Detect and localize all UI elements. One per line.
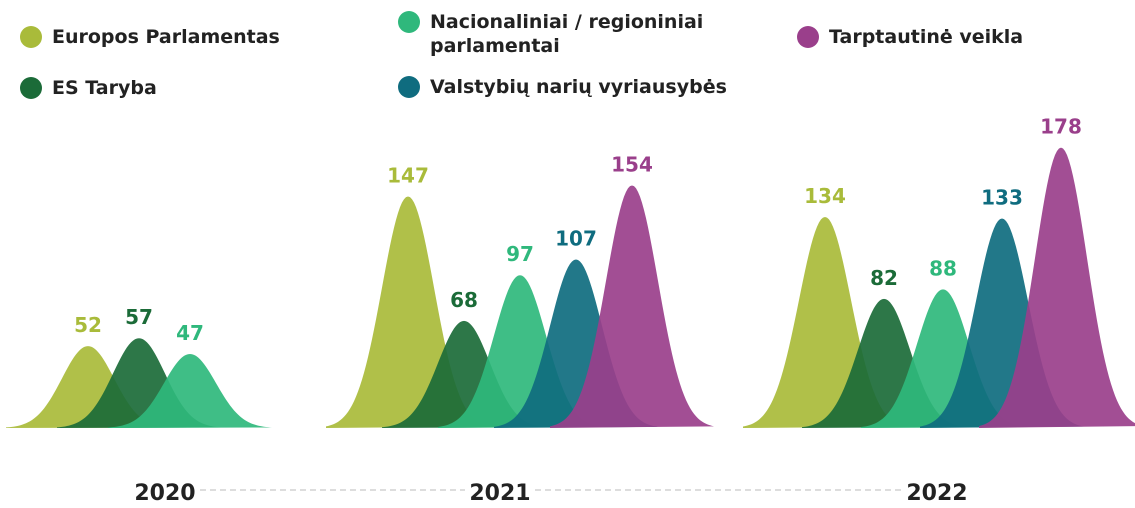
bell xyxy=(550,185,714,428)
legend-marker xyxy=(398,11,420,33)
legend-label: Europos Parlamentas xyxy=(52,26,280,48)
x-tick-label: 2022 xyxy=(906,481,967,506)
data-label: 47 xyxy=(176,321,204,345)
data-label: 88 xyxy=(929,256,957,280)
data-label: 134 xyxy=(804,184,846,208)
data-label: 154 xyxy=(611,152,653,176)
data-label: 52 xyxy=(74,313,102,337)
data-label: 82 xyxy=(870,266,898,290)
legend-item: Valstybių narių vyriausybės xyxy=(398,75,738,99)
legend-marker xyxy=(20,77,42,99)
legend-item: Tarptautinė veikla xyxy=(797,25,1097,49)
legend-label: Valstybių narių vyriausybės xyxy=(430,76,727,98)
legend-item: ES Taryba xyxy=(20,76,320,100)
data-label: 68 xyxy=(450,288,478,312)
legend-label: ES Taryba xyxy=(52,77,157,99)
data-label: 97 xyxy=(506,242,534,266)
legend-marker xyxy=(20,26,42,48)
bell xyxy=(108,353,272,428)
data-label: 107 xyxy=(555,226,597,250)
legend-item: Europos Parlamentas xyxy=(20,25,320,49)
legend-item: Nacionaliniai / regioniniai parlamentai xyxy=(398,10,728,58)
data-label: 147 xyxy=(387,163,429,187)
x-tick-label: 2020 xyxy=(134,481,195,506)
data-label: 57 xyxy=(125,305,153,329)
legend-marker xyxy=(797,26,819,48)
bell xyxy=(979,147,1135,428)
x-tick-label: 2021 xyxy=(469,481,530,506)
data-label: 133 xyxy=(981,186,1023,210)
legend-label: Tarptautinė veikla xyxy=(829,26,1024,48)
legend-label: Nacionaliniai / regioniniai parlamentai xyxy=(430,11,704,57)
legend-marker xyxy=(398,76,420,98)
data-label: 178 xyxy=(1040,115,1082,139)
